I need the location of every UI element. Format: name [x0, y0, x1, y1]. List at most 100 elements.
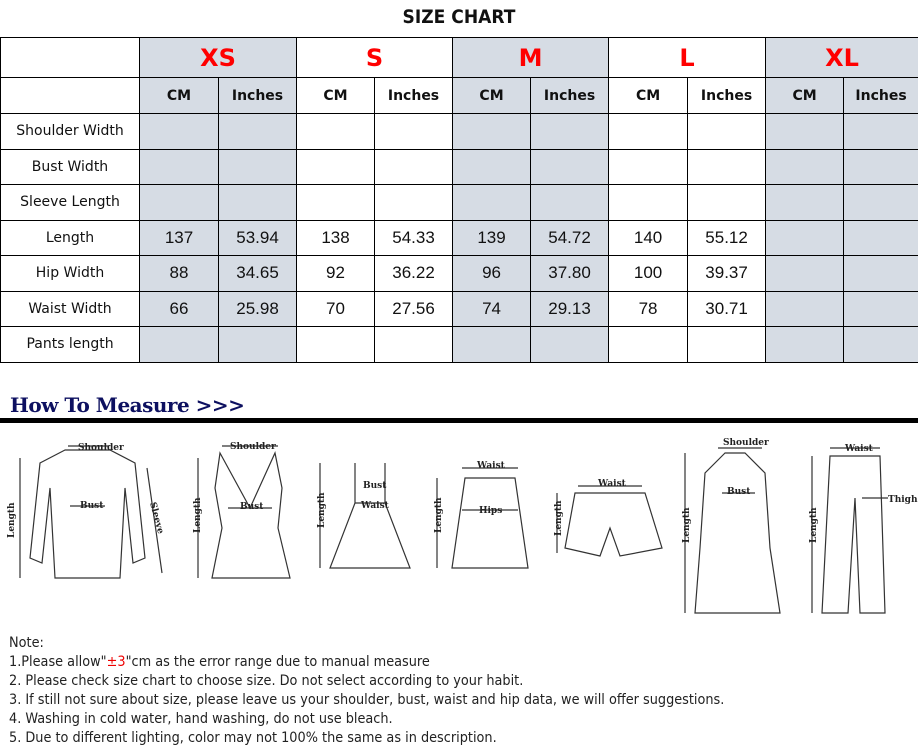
row-label: Waist Width [0, 290, 140, 327]
size-header: XL [765, 37, 918, 78]
table-cell [608, 148, 689, 185]
coat-illustration: Shoulder Bust Length [682, 438, 781, 614]
table-cell [687, 326, 767, 363]
svg-text:Hips: Hips [479, 506, 502, 516]
svg-text:Length: Length [682, 507, 692, 543]
unit-header: Inches [217, 77, 298, 114]
table-cell: 53.94 [217, 219, 298, 256]
table-cell [843, 184, 918, 221]
note-3: 3. If still not sure about size, please … [9, 692, 725, 708]
table-cell [296, 326, 376, 363]
table-cell [296, 148, 376, 185]
svg-text:Waist: Waist [476, 461, 506, 471]
unit-header: CM [608, 77, 689, 114]
row-label: Pants length [0, 326, 140, 363]
unit-header: CM [765, 77, 845, 114]
svg-text:Shoulder: Shoulder [78, 443, 124, 453]
row-label: Length [0, 219, 140, 256]
table-cell: 29.13 [530, 290, 610, 327]
table-cell [843, 113, 918, 150]
unit-header: Inches [530, 77, 610, 114]
table-cell [843, 326, 918, 363]
table-cell: 139 [452, 219, 532, 256]
table-cell [217, 113, 298, 150]
unit-header: Inches [843, 77, 918, 114]
unit-header: Inches [687, 77, 767, 114]
table-cell: 27.56 [374, 290, 454, 327]
svg-text:Bust: Bust [240, 502, 264, 512]
table-cell [765, 148, 845, 185]
unit-header: CM [452, 77, 532, 114]
table-cell [296, 113, 376, 150]
table-row: Bust Width [0, 148, 918, 185]
svg-text:Bust: Bust [727, 487, 751, 497]
table-cell: 55.12 [687, 219, 767, 256]
table-cell: 100 [608, 255, 689, 292]
table-cell: 54.72 [530, 219, 610, 256]
table-cell: 70 [296, 290, 376, 327]
svg-text:Bust: Bust [80, 501, 104, 511]
size-header: L [608, 37, 767, 78]
table-cell: 96 [452, 255, 532, 292]
notes: Note: 1.Please allow"±3"cm as the error … [9, 634, 724, 748]
unit-header-row: CM Inches CM Inches CM Inches CM Inches CM Inches [0, 77, 918, 114]
shorts-illustration: Waist Length [554, 479, 663, 557]
size-chart-table: XS S M L XL CM Inches CM Inches CM Inches CM Inches C… [0, 37, 918, 363]
table-cell [687, 113, 767, 150]
table-row: Length 137 53.94 138 54.33 139 54.72 140 55.12 [0, 219, 918, 256]
svg-text:Length: Length [434, 497, 444, 533]
divider [0, 418, 918, 423]
svg-text:Sleeve: Sleeve [147, 501, 165, 535]
table-cell [452, 184, 532, 221]
size-header-row: XS S M L XL [0, 37, 918, 78]
svg-text:Shoulder: Shoulder [723, 438, 769, 448]
table-cell [765, 184, 845, 221]
page-title: SIZE CHART [402, 6, 516, 28]
vest-illustration: Shoulder Bust Length [193, 442, 291, 579]
note-4: 4. Washing in cold water, hand washing, … [9, 711, 393, 727]
svg-text:Shoulder: Shoulder [230, 442, 276, 452]
table-cell [843, 255, 918, 292]
table-cell: 30.71 [687, 290, 767, 327]
table-cell [452, 148, 532, 185]
table-cell [608, 184, 689, 221]
table-cell [530, 326, 610, 363]
svg-text:Length: Length [7, 502, 17, 538]
pants-illustration: Waist Thigh Length [809, 444, 918, 614]
table-cell [843, 290, 918, 327]
table-row: Pants length [0, 326, 918, 363]
table-cell [765, 219, 845, 256]
svg-text:Waist: Waist [597, 479, 627, 489]
table-cell: 74 [452, 290, 532, 327]
svg-text:Thigh: Thigh [888, 495, 918, 505]
table-cell [296, 184, 376, 221]
table-cell [765, 290, 845, 327]
note-1: 1.Please allow"±3"cm as the error range … [9, 654, 430, 670]
table-cell [374, 148, 454, 185]
table-cell [139, 113, 219, 150]
dress-illustration: Bust Waist Length [317, 463, 411, 569]
unit-header: CM [296, 77, 376, 114]
table-cell [843, 148, 918, 185]
note-5: 5. Due to different lighting, color may … [9, 730, 497, 746]
table-cell [374, 326, 454, 363]
unit-header: Inches [374, 77, 454, 114]
row-label: Hip Width [0, 255, 140, 292]
table-cell [687, 184, 767, 221]
table-cell [765, 255, 845, 292]
svg-text:Length: Length [809, 507, 819, 543]
table-row: Hip Width 88 34.65 92 36.22 96 37.80 100 39.37 [0, 255, 918, 292]
skirt-illustration: Waist Hips Length [434, 461, 529, 569]
table-cell [687, 148, 767, 185]
unit-header: CM [139, 77, 219, 114]
table-cell [530, 148, 610, 185]
size-header: XS [138, 37, 298, 78]
table-cell [139, 184, 219, 221]
table-cell [139, 148, 219, 185]
table-cell [608, 113, 689, 150]
table-cell: 92 [296, 255, 376, 292]
svg-text:Waist: Waist [360, 501, 390, 511]
table-cell [217, 148, 298, 185]
table-cell [452, 326, 532, 363]
how-to-measure-heading: How To Measure >>> [10, 393, 245, 417]
